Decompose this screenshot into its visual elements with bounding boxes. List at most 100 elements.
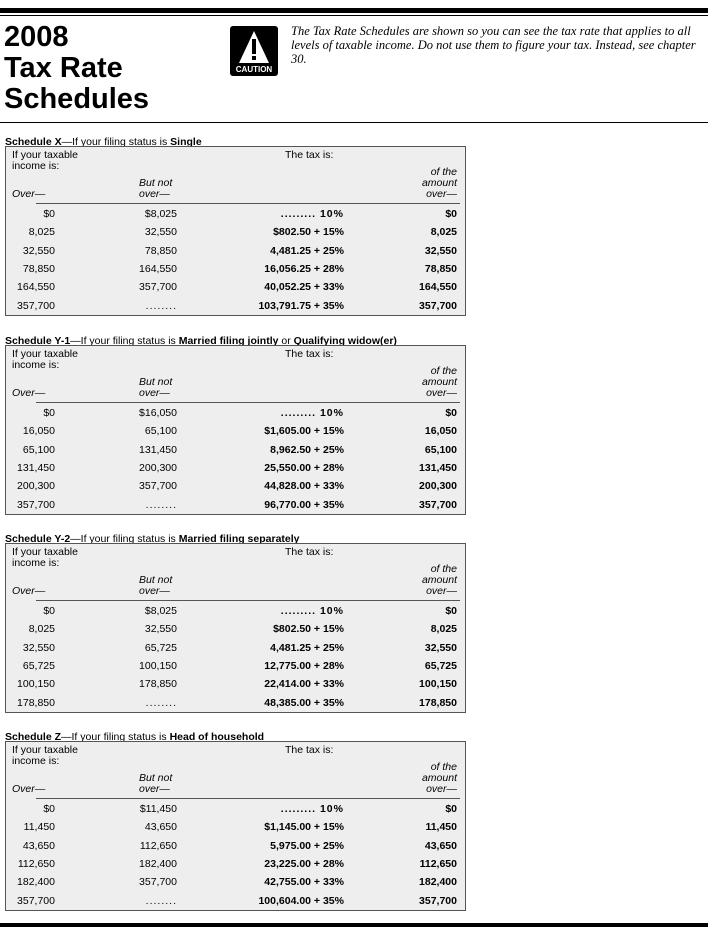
cell-but-not-over: 357,700 [139,876,177,889]
cell-but-not-over: $8,025 [144,605,177,617]
cell-over: 8,025 [28,623,55,636]
header-income: If your taxable [12,744,78,756]
cell-over: 131,450 [17,461,55,474]
header-rule [36,798,460,799]
title-line: Schedules [4,83,150,115]
header-income: income is: [12,160,60,172]
cell-but-not-over: 32,550 [144,623,177,636]
cell-but-not-over: ........ [145,299,177,312]
cell-but-not-over: 131,450 [139,443,177,456]
header-tax-is: The tax is: [285,149,334,161]
header-of-amount: amount [421,772,457,784]
header-of-amount: amount [421,177,457,189]
cell-but-not-over: 65,100 [144,425,177,438]
cell-tax: 25,550.00 + 28% [264,461,344,474]
table-row: 65,725 100,150 12,775.00 + 28% 65,725 [6,657,465,675]
table-row: 16,050 65,100 $1,605.00 + 15% 16,050 [6,422,465,440]
cell-of-amount-over: 65,100 [424,443,457,456]
cell-over: 32,550 [22,244,55,257]
table-row: $0 $8,025 ......... 10% $0 [6,602,465,620]
cell-of-amount-over: $0 [445,407,457,419]
cell-tax: 16,056.25 + 28% [264,262,344,275]
header-of-amount: over— [426,783,457,795]
cell-but-not-over: $8,025 [144,208,177,220]
cell-tax: 4,481.25 + 25% [270,641,344,654]
table-row: 65,100 131,450 8,962.50 + 25% 65,100 [6,441,465,459]
header-but-not: But not [139,376,173,388]
cell-tax: 48,385.00 + 35% [264,696,344,709]
cell-tax: 8,962.50 + 25% [270,443,344,456]
cell-but-not-over: 182,400 [139,857,177,870]
divider [0,122,708,123]
cell-but-not-over: 112,650 [139,839,177,852]
cell-of-amount-over: 112,650 [419,857,457,870]
header-income: income is: [12,557,60,569]
cell-of-amount-over: 78,850 [424,262,457,275]
header-tax-is: The tax is: [285,546,334,558]
cell-over: 200,300 [17,480,55,493]
table-row: 131,450 200,300 25,550.00 + 28% 131,450 [6,459,465,477]
cell-of-amount-over: 178,850 [419,696,457,709]
header-of-amount: of the [430,365,457,377]
cell-over: $0 [43,605,55,617]
cell-of-amount-over: 100,150 [419,678,457,691]
schedule-table: If your taxable income is: Over— But not… [5,741,466,911]
schedule-schedule-x: Schedule X—If your filing status is Sing… [5,136,466,316]
cell-but-not-over: $16,050 [139,407,177,419]
header-of-amount: of the [430,563,457,575]
filing-status: Married filing jointly [178,335,279,347]
cell-tax: 103,791.75 + 35% [258,299,344,312]
cell-over: 16,050 [22,425,55,438]
cell-but-not-over: 178,850 [139,678,177,691]
schedule-table: If your taxable income is: Over— But not… [5,543,466,713]
cell-over: 357,700 [17,894,55,907]
cell-over: 11,450 [23,821,55,834]
cell-over: 78,850 [22,262,55,275]
top-rule-thin [0,15,708,16]
header-but-not: But not [139,177,173,189]
schedule-prefix: —If your filing status is [70,533,179,545]
cell-tax: ......... 10% [280,407,344,419]
cell-but-not-over: 43,650 [144,821,177,834]
table-row: 357,700........ 96,770.00 + 35% 357,700 [6,496,465,514]
cell-tax: 4,481.25 + 25% [270,244,344,257]
cell-over: 182,400 [17,876,55,889]
schedule-schedule-y-1: Schedule Y-1—If your filing status is Ma… [5,335,466,515]
cell-tax: $802.50 + 15% [273,226,344,239]
schedule-table: If your taxable income is: Over— But not… [5,345,466,515]
header-rule [36,600,460,601]
schedule-table: If your taxable income is: Over— But not… [5,146,466,316]
cell-of-amount-over: 357,700 [419,498,457,511]
header-of-amount: over— [426,387,457,399]
cell-of-amount-over: 32,550 [424,641,457,654]
cell-but-not-over: ........ [145,498,177,511]
cell-but-not-over: 65,725 [144,641,177,654]
cell-over: 164,550 [17,281,55,294]
cell-of-amount-over: 8,025 [430,623,457,636]
cell-over: $0 [43,407,55,419]
header-income: If your taxable [12,348,78,360]
schedule-prefix: —If your filing status is [70,335,179,347]
table-row: 357,700........ 100,604.00 + 35% 357,700 [6,892,465,910]
cell-of-amount-over: $0 [445,605,457,617]
schedule-schedule-y-2: Schedule Y-2—If your filing status is Ma… [5,533,466,713]
cell-of-amount-over: 164,550 [419,281,457,294]
table-row: 8,025 32,550 $802.50 + 15% 8,025 [6,223,465,241]
schedule-label: Schedule Z—If your filing status is Head… [5,731,466,743]
cell-over: 65,100 [22,443,55,456]
cell-over: 8,025 [28,226,55,239]
intro-text: The Tax Rate Schedules are shown so you … [291,24,696,66]
cell-but-not-over: 357,700 [139,281,177,294]
caution-icon: CAUTION [230,26,278,76]
header-over: Over— [12,387,46,399]
header-of-amount: amount [421,574,457,586]
cell-tax: 96,770.00 + 35% [264,498,344,511]
cell-over: 100,150 [17,678,55,691]
header-over: Over— [12,585,46,597]
table-row: 178,850........ 48,385.00 + 35% 178,850 [6,694,465,712]
header-rule [36,402,460,403]
schedule-label: Schedule Y-1—If your filing status is Ma… [5,335,466,347]
header-income: If your taxable [12,546,78,558]
cell-tax: $802.50 + 15% [273,623,344,636]
cell-but-not-over: 32,550 [144,226,177,239]
